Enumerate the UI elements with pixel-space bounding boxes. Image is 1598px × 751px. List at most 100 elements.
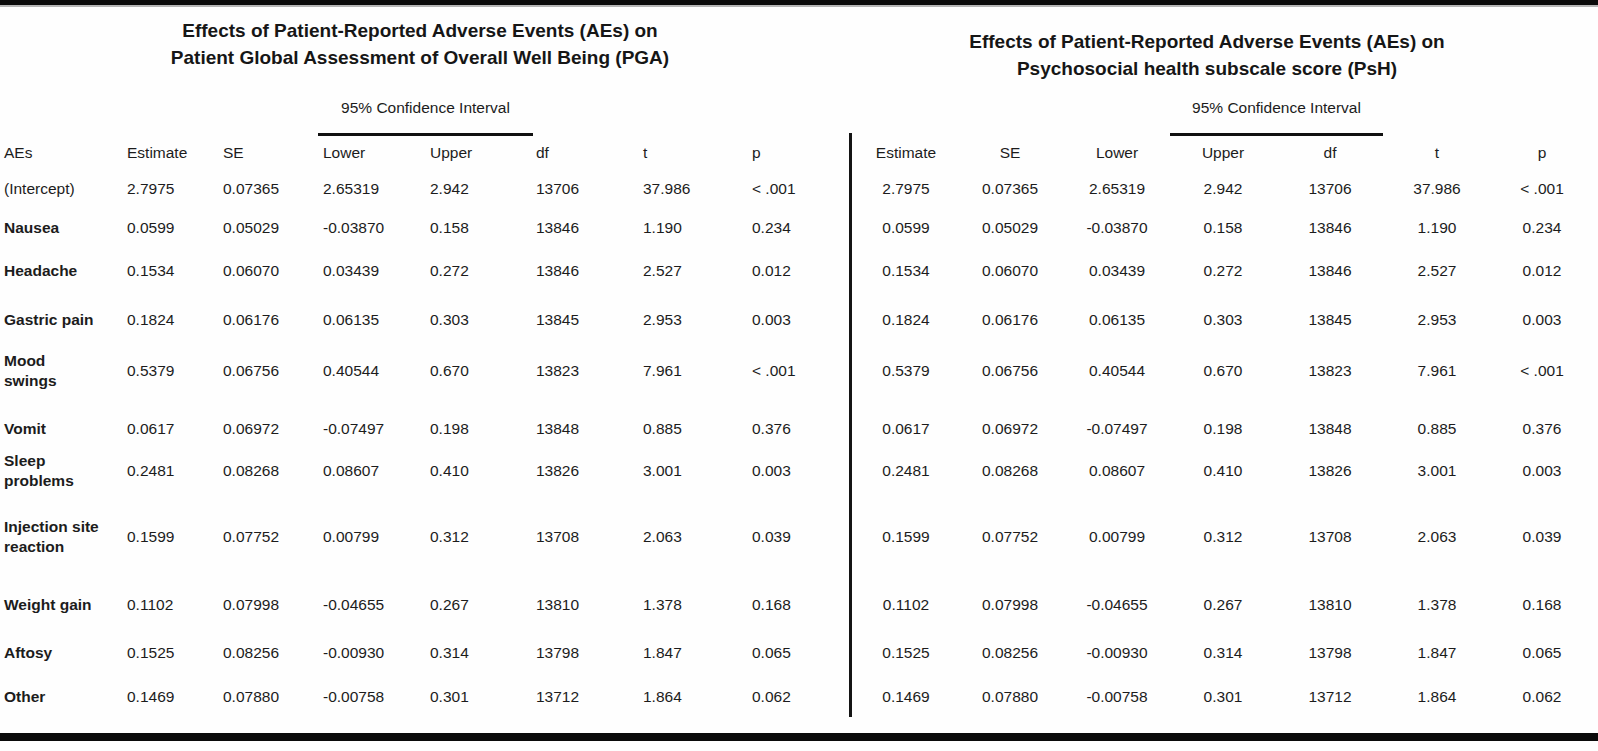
pga-cell-df: 13708 [536, 528, 579, 546]
psh-cell-t: 1.864 [1377, 688, 1497, 706]
psh-cell-se: 0.06070 [950, 262, 1070, 280]
psh-cell-lower: -0.00930 [1057, 644, 1177, 662]
psh-cell-upper: 0.314 [1163, 644, 1283, 662]
pga-cell-se: 0.07365 [223, 180, 279, 198]
pga-cell-estimate: 0.1525 [127, 644, 174, 662]
pga-cell-lower: -0.07497 [323, 420, 384, 438]
psh-cell-se: 0.08268 [950, 462, 1070, 480]
row-label-text: Gastric pain [4, 310, 94, 330]
psh-colhead-df: df [1270, 144, 1390, 162]
pga-cell-t: 3.001 [643, 462, 682, 480]
psh-cell-p: 0.234 [1482, 219, 1598, 237]
psh-cell-estimate: 0.1824 [846, 311, 966, 329]
psh-cell-estimate: 0.1534 [846, 262, 966, 280]
pga-cell-estimate: 0.1534 [127, 262, 174, 280]
row-label-text: Headache [4, 261, 77, 281]
psh-cell-p: 0.039 [1482, 528, 1598, 546]
pga-cell-upper: 0.158 [430, 219, 469, 237]
psh-cell-upper: 0.312 [1163, 528, 1283, 546]
psh-cell-p: 0.168 [1482, 596, 1598, 614]
pga-cell-se: 0.06756 [223, 362, 279, 380]
pga-cell-p: 0.168 [752, 596, 791, 614]
row-label-text: (Intercept) [4, 179, 75, 199]
pga-table-title: Effects of Patient-Reported Adverse Even… [140, 17, 700, 71]
pga-colhead-df: df [536, 144, 549, 162]
psh-cell-t: 1.190 [1377, 219, 1497, 237]
pga-cell-p: 0.376 [752, 420, 791, 438]
pga-cell-estimate: 0.0599 [127, 219, 174, 237]
pga-cell-p: < .001 [752, 180, 796, 198]
top-rule [0, 0, 1598, 7]
psh-cell-t: 37.986 [1377, 180, 1497, 198]
psh-cell-upper: 2.942 [1163, 180, 1283, 198]
pga-cell-lower: 2.65319 [323, 180, 379, 198]
row-label: (Intercept) [4, 179, 122, 199]
psh-cell-p: 0.065 [1482, 644, 1598, 662]
psh-cell-estimate: 0.1599 [846, 528, 966, 546]
pga-colhead-t: t [643, 144, 647, 162]
pga-cell-t: 2.953 [643, 311, 682, 329]
pga-cell-p: < .001 [752, 362, 796, 380]
row-label: Weight gain [4, 595, 122, 615]
pga-cell-p: 0.003 [752, 311, 791, 329]
psh-cell-df: 13798 [1270, 644, 1390, 662]
psh-cell-se: 0.06972 [950, 420, 1070, 438]
psh-cell-estimate: 0.1102 [846, 596, 966, 614]
pga-cell-upper: 0.303 [430, 311, 469, 329]
pga-cell-upper: 0.198 [430, 420, 469, 438]
pga-cell-t: 2.063 [643, 528, 682, 546]
pga-cell-se: 0.07880 [223, 688, 279, 706]
row-label-text: Other [4, 687, 45, 707]
pga-cell-t: 1.190 [643, 219, 682, 237]
pga-colhead-upper: Upper [430, 144, 472, 162]
row-label: Headache [4, 261, 122, 281]
pga-cell-lower: -0.04655 [323, 596, 384, 614]
psh-cell-lower: -0.04655 [1057, 596, 1177, 614]
psh-cell-p: 0.376 [1482, 420, 1598, 438]
psh-cell-p: 0.003 [1482, 462, 1598, 480]
psh-cell-lower: 2.65319 [1057, 180, 1177, 198]
pga-title-line2: Patient Global Assessment of Overall Wel… [171, 47, 669, 68]
row-label-text: Aftosy [4, 643, 52, 663]
pga-cell-p: 0.003 [752, 462, 791, 480]
pga-cell-df: 13823 [536, 362, 579, 380]
psh-cell-estimate: 0.5379 [846, 362, 966, 380]
psh-title-line1: Effects of Patient-Reported Adverse Even… [969, 31, 1444, 52]
pga-cell-t: 2.527 [643, 262, 682, 280]
psh-colhead-upper: Upper [1163, 144, 1283, 162]
row-label-text: Mood swings [4, 351, 99, 391]
pga-colhead-estimate: Estimate [127, 144, 187, 162]
pga-cell-estimate: 0.0617 [127, 420, 174, 438]
psh-cell-estimate: 0.2481 [846, 462, 966, 480]
pga-ci-header: 95% Confidence Interval [318, 99, 533, 117]
row-label: Mood swings [4, 351, 122, 391]
psh-cell-upper: 0.670 [1163, 362, 1283, 380]
psh-cell-t: 3.001 [1377, 462, 1497, 480]
pga-cell-t: 1.847 [643, 644, 682, 662]
pga-cell-se: 0.06972 [223, 420, 279, 438]
pga-cell-estimate: 0.2481 [127, 462, 174, 480]
psh-cell-se: 0.05029 [950, 219, 1070, 237]
pga-cell-lower: -0.00758 [323, 688, 384, 706]
pga-cell-p: 0.012 [752, 262, 791, 280]
psh-cell-p: 0.012 [1482, 262, 1598, 280]
pga-cell-p: 0.065 [752, 644, 791, 662]
document-page: Effects of Patient-Reported Adverse Even… [0, 0, 1598, 751]
row-label: Gastric pain [4, 310, 122, 330]
psh-cell-p: 0.003 [1482, 311, 1598, 329]
pga-cell-se: 0.07998 [223, 596, 279, 614]
psh-cell-t: 1.378 [1377, 596, 1497, 614]
psh-colhead-p: p [1482, 144, 1598, 162]
psh-cell-t: 2.953 [1377, 311, 1497, 329]
row-label: Other [4, 687, 122, 707]
psh-cell-se: 0.06176 [950, 311, 1070, 329]
pga-cell-df: 13810 [536, 596, 579, 614]
psh-colhead-se: SE [950, 144, 1070, 162]
psh-cell-se: 0.08256 [950, 644, 1070, 662]
pga-cell-upper: 0.314 [430, 644, 469, 662]
psh-cell-p: < .001 [1482, 180, 1598, 198]
psh-ci-underline [1170, 133, 1383, 136]
row-label: Vomit [4, 419, 122, 439]
row-label-text: Nausea [4, 218, 59, 238]
psh-cell-t: 2.527 [1377, 262, 1497, 280]
